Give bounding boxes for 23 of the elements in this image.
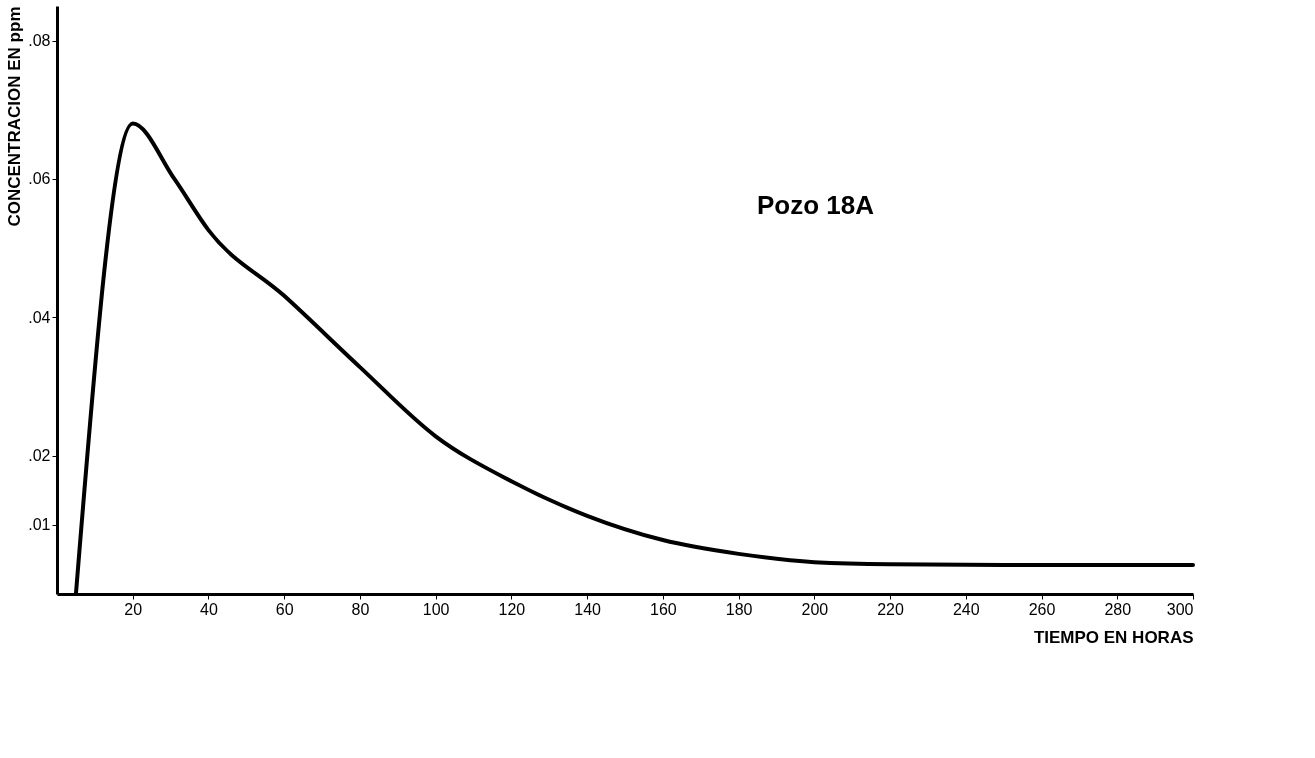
x-tick-label: 100 <box>422 600 450 618</box>
x-tick-label: 60 <box>275 600 294 618</box>
x-tick-label: 20 <box>124 600 143 618</box>
x-tick-label: 120 <box>498 600 526 618</box>
x-tick-label: 80 <box>351 600 370 618</box>
x-tick-label: 140 <box>574 600 602 618</box>
y-tick-label: .04 <box>28 308 51 326</box>
x-tick-label: 200 <box>801 600 829 618</box>
y-axis-title: CONCENTRACION EN ppm <box>5 6 25 227</box>
x-tick-label: 220 <box>877 600 905 618</box>
x-tick-label: 280 <box>1104 600 1132 618</box>
y-tick-label: .06 <box>28 170 51 188</box>
y-tick-label: .08 <box>28 32 51 50</box>
x-tick-label: 240 <box>952 600 980 618</box>
y-tick-label: .01 <box>28 516 51 534</box>
x-tick-label: 300 <box>1166 600 1194 618</box>
x-tick-label: 40 <box>200 600 218 618</box>
x-tick-label: 180 <box>725 600 753 618</box>
y-tick-label: .02 <box>28 447 51 465</box>
x-tick-label: 260 <box>1028 600 1056 618</box>
annotation: Pozo 18A <box>757 190 875 220</box>
x-axis-title: TIEMPO EN HORAS <box>1033 627 1194 647</box>
x-tick-label: 160 <box>650 600 677 618</box>
